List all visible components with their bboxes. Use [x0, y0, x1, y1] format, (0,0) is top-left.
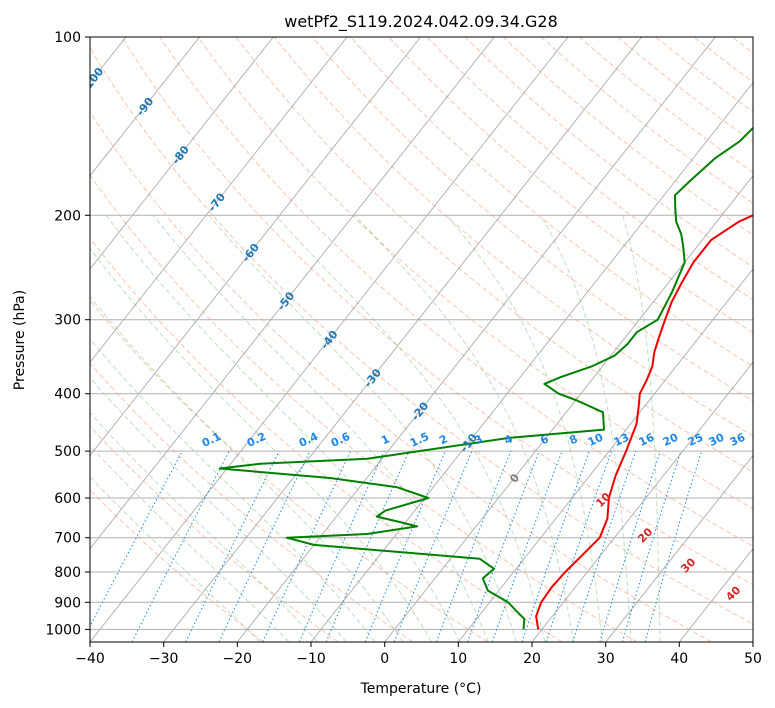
x-axis-ticks: −40 −30 −20 −10 0 10 20 30 40 50: [75, 642, 762, 667]
x-axis-label: Temperature (°C): [360, 681, 482, 697]
isotherm: [531, 361, 753, 642]
mixing-ratio-label: 10: [586, 431, 606, 449]
isotherm: [163, 37, 642, 642]
chart-title: wetPf2_S119.2024.042.09.34.G28: [284, 12, 558, 32]
y-tick-label: 900: [54, 595, 81, 611]
mixing-ratio-line: [545, 450, 612, 642]
dry-adiabat: [90, 237, 563, 642]
mixing-ratio-line: [298, 450, 385, 642]
x-tick-label: −40: [75, 651, 105, 667]
moist-adiabat: [446, 214, 603, 642]
moist-adiabat: [622, 215, 661, 642]
y-axis-label: Pressure (hPa): [12, 290, 28, 390]
isotherm: [90, 37, 569, 642]
mixing-ratio-line: [467, 450, 540, 642]
mixing-ratio-line: [185, 450, 280, 642]
moist-adiabat: [90, 412, 319, 642]
moist-adiabat: [152, 214, 489, 642]
mixing-ratio-line: [621, 450, 682, 642]
dry-adiabat: [312, 37, 753, 402]
dry-adiabat: [90, 111, 712, 642]
dry-adiabat: [90, 362, 414, 642]
mixing-ratio-line: [131, 450, 230, 642]
dry-adiabat: [90, 489, 264, 642]
mixing-ratio-line: [599, 450, 661, 642]
moist-adiabat: [540, 215, 632, 642]
y-axis-ticks: 100 200 300 400 500 600 700 800 900 1000: [45, 30, 90, 638]
y-tick-label: 700: [54, 531, 81, 547]
y-tick-label: 1000: [45, 622, 81, 638]
mixing-ratio-label: 16: [637, 431, 657, 449]
isotherm: [605, 454, 753, 642]
moist-adiabat: [90, 476, 261, 642]
temperature-profile: [535, 214, 753, 630]
x-tick-label: 50: [744, 651, 762, 667]
dry-adiabat: [273, 37, 753, 437]
mixing-ratio-label: 36: [728, 431, 748, 449]
isotherm: [236, 37, 716, 642]
isotherm: [90, 37, 274, 270]
background-lines: [90, 37, 753, 642]
dry-adiabat: [426, 37, 753, 301]
x-tick-label: −20: [223, 651, 253, 667]
moist-adiabat: [354, 214, 575, 642]
y-tick-label: 300: [54, 313, 81, 329]
dry-adiabat: [90, 425, 339, 642]
x-tick-label: −10: [296, 651, 326, 667]
x-tick-label: 40: [670, 651, 688, 667]
y-tick-label: 800: [54, 565, 81, 581]
dry-adiabat: [197, 37, 753, 510]
dry-adiabat: [90, 174, 638, 642]
isotherm: [90, 37, 421, 457]
moist-adiabat: [275, 214, 546, 642]
mixing-ratio-label: 13: [612, 431, 631, 449]
dry-adiabat: [159, 37, 753, 547]
x-tick-label: 0: [380, 651, 389, 667]
isotherm: [90, 37, 200, 177]
isotherm: [90, 37, 348, 364]
dewpoint-profile: [218, 126, 753, 630]
isotherm: [310, 81, 753, 642]
y-tick-label: 100: [54, 30, 81, 46]
dry-adiabat: [90, 47, 753, 625]
moist-adiabat: [208, 214, 517, 642]
x-tick-label: 30: [597, 651, 615, 667]
moist-adiabat: [105, 215, 461, 642]
y-tick-label: 600: [54, 491, 81, 507]
mixing-ratio-line: [491, 450, 563, 642]
dry-adiabat: [121, 37, 753, 586]
y-tick-label: 400: [54, 387, 81, 403]
isotherm: [457, 268, 753, 642]
isotherm: [384, 175, 753, 642]
profiles: [218, 126, 753, 630]
mixing-ratio-label: 25: [686, 431, 705, 449]
mixing-ratio-label: 20: [661, 431, 681, 449]
mixing-ratio-line: [644, 450, 703, 642]
mixing-ratio-line: [393, 450, 473, 642]
dry-adiabat: [90, 299, 488, 642]
plot-area: 0.1 0.2 0.4 0.6 1 1.5 2 3 4 6 8 10 13 16 20 25 30 36-100-…: [90, 37, 753, 642]
mixing-ratio-line: [90, 450, 183, 628]
isotherm: [90, 37, 495, 550]
mixing-ratio-line: [521, 450, 590, 642]
mixing-ratio-line: [364, 450, 446, 642]
moist-adiabat: [90, 376, 347, 642]
x-tick-label: −30: [149, 651, 179, 667]
mixing-ratio-label: 30: [707, 431, 727, 449]
plot-frame: [89, 36, 754, 643]
moist-adiabat: [90, 445, 290, 642]
mixing-ratio-line: [572, 450, 637, 642]
moist-adiabat: [90, 247, 432, 642]
mixing-ratio-line: [325, 450, 410, 642]
y-tick-label: 200: [54, 208, 81, 224]
x-tick-label: 20: [523, 651, 541, 667]
moist-adiabat: [90, 295, 404, 642]
x-tick-label: 10: [449, 651, 467, 667]
y-tick-label: 500: [54, 444, 81, 460]
mixing-ratio-line: [435, 450, 512, 642]
